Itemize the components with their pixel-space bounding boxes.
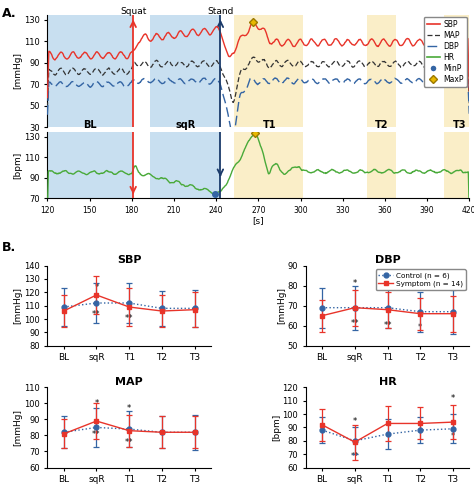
Text: T3: T3 xyxy=(453,120,466,130)
Bar xyxy=(47,131,133,198)
Text: *: * xyxy=(94,399,99,408)
Bar xyxy=(150,131,220,198)
Text: B.: B. xyxy=(2,241,17,254)
Text: *: * xyxy=(353,417,357,426)
Text: **: ** xyxy=(125,438,133,447)
Y-axis label: [mmHg]: [mmHg] xyxy=(14,409,23,446)
Bar xyxy=(47,15,133,127)
Text: *: * xyxy=(451,432,455,441)
Y-axis label: [bpm]: [bpm] xyxy=(13,151,22,179)
Text: **: ** xyxy=(125,314,133,323)
Text: **: ** xyxy=(383,321,392,330)
Text: Stand: Stand xyxy=(207,6,234,16)
Bar xyxy=(235,131,303,198)
Bar xyxy=(150,15,220,127)
Text: A.: A. xyxy=(2,7,17,20)
Legend: Control (n = 6), Symptom (n = 14): Control (n = 6), Symptom (n = 14) xyxy=(375,269,465,290)
Y-axis label: [mmHg]: [mmHg] xyxy=(277,287,286,324)
Bar xyxy=(444,15,472,127)
Text: *: * xyxy=(385,281,390,290)
Text: **: ** xyxy=(92,310,100,319)
Title: DBP: DBP xyxy=(374,255,401,265)
Y-axis label: [bpm]: [bpm] xyxy=(272,414,281,441)
X-axis label: [s]: [s] xyxy=(253,216,264,225)
Text: *: * xyxy=(385,432,390,441)
Text: T2: T2 xyxy=(375,120,389,130)
Bar xyxy=(366,15,396,127)
Text: Squat: Squat xyxy=(120,6,146,16)
Text: BL: BL xyxy=(83,120,96,130)
Y-axis label: [mmHg]: [mmHg] xyxy=(13,287,22,324)
Text: *: * xyxy=(418,323,422,332)
Bar xyxy=(366,131,396,198)
Y-axis label: [mmHg]: [mmHg] xyxy=(13,53,22,90)
Text: *: * xyxy=(451,394,455,403)
Text: *: * xyxy=(127,404,131,413)
Text: **: ** xyxy=(92,430,100,439)
Text: sqR: sqR xyxy=(175,120,195,130)
Bar xyxy=(444,131,472,198)
Text: *: * xyxy=(353,279,357,288)
Title: SBP: SBP xyxy=(117,255,141,265)
Title: MAP: MAP xyxy=(115,376,143,387)
Legend: SBP, MAP, DBP, HR, MinP, MaxP: SBP, MAP, DBP, HR, MinP, MaxP xyxy=(424,17,467,87)
Text: **: ** xyxy=(351,318,359,328)
Text: **: ** xyxy=(351,452,359,461)
Text: *: * xyxy=(94,283,99,292)
Title: HR: HR xyxy=(379,376,396,387)
Bar xyxy=(235,15,303,127)
Text: T1: T1 xyxy=(263,120,276,130)
